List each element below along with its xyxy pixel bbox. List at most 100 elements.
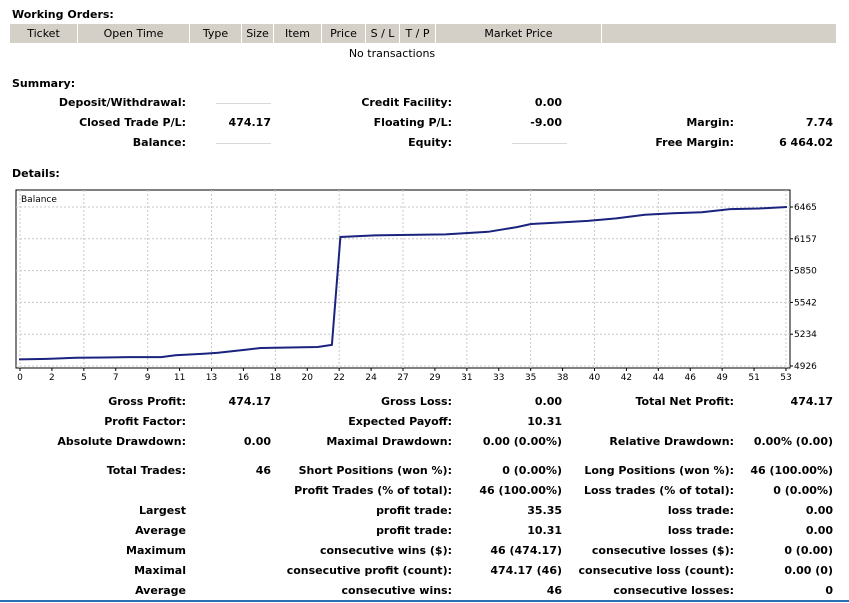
floating-pl-value: -9.00 xyxy=(530,116,562,129)
col-item[interactable]: Item xyxy=(274,24,322,43)
x-tick-label: 44 xyxy=(653,373,665,383)
col-tp[interactable]: T / P xyxy=(400,24,436,43)
y-tick-label: 5850 xyxy=(794,267,817,277)
profit-trades-label: Profit Trades (% of total): xyxy=(294,484,452,497)
x-tick-label: 53 xyxy=(780,373,791,383)
short-positions-label: Short Positions (won %): xyxy=(298,464,452,477)
x-tick-label: 46 xyxy=(685,373,697,383)
equity-label: Equity: xyxy=(408,136,452,149)
total-net-value: 474.17 xyxy=(790,395,833,408)
total-trades-value: 46 xyxy=(255,464,271,477)
x-tick-label: 40 xyxy=(589,373,601,383)
rel-drawdown-value: 0.00% (0.00) xyxy=(753,435,833,448)
y-tick-label: 6465 xyxy=(794,203,817,213)
max-cons-losses-label: consecutive losses ($): xyxy=(591,544,734,557)
avg-cons-losses-value: 0 xyxy=(825,584,833,597)
gross-profit-value: 474.17 xyxy=(228,395,271,408)
deposit-value xyxy=(216,103,271,104)
expected-payoff-label: Expected Payoff: xyxy=(348,415,452,428)
x-tick-label: 20 xyxy=(302,373,314,383)
balance-value xyxy=(216,143,271,144)
equity-value xyxy=(512,143,567,144)
chart-series-label: Balance xyxy=(21,195,57,205)
deposit-label: Deposit/Withdrawal: xyxy=(58,96,186,109)
x-tick-label: 29 xyxy=(429,373,441,383)
balance-chart: 6465 6157 5850 5542 5234 4926 0 2 5 7 9 11 13 16 18 20… xyxy=(15,189,817,383)
rel-drawdown-label: Relative Drawdown: xyxy=(609,435,734,448)
x-tick-label: 22 xyxy=(333,373,344,383)
col-market-price[interactable]: Market Price xyxy=(436,24,602,43)
gross-loss-value: 0.00 xyxy=(534,395,562,408)
gross-profit-label: Gross Profit: xyxy=(108,395,186,408)
maximal-profit-value: 474.17 (46) xyxy=(490,564,562,577)
long-positions-value: 46 (100.00%) xyxy=(750,464,833,477)
x-tick-label: 27 xyxy=(397,373,408,383)
average-loss-label: loss trade: xyxy=(667,524,734,537)
x-tick-label: 7 xyxy=(113,373,119,383)
x-tick-label: 35 xyxy=(525,373,536,383)
closed-pl-label: Closed Trade P/L: xyxy=(79,116,186,129)
maximal-label: Maximal xyxy=(134,564,186,577)
credit-label: Credit Facility: xyxy=(361,96,452,109)
x-tick-label: 16 xyxy=(238,373,250,383)
free-margin-label: Free Margin: xyxy=(655,136,734,149)
abs-drawdown-label: Absolute Drawdown: xyxy=(57,435,186,448)
total-net-label: Total Net Profit: xyxy=(635,395,735,408)
largest-label: Largest xyxy=(139,504,186,517)
profit-trades-value: 46 (100.00%) xyxy=(479,484,562,497)
average-label: Average xyxy=(135,524,186,537)
col-ticket[interactable]: Ticket xyxy=(10,24,78,43)
profit-factor-label: Profit Factor: xyxy=(104,415,186,428)
free-margin-value: 6 464.02 xyxy=(779,136,833,149)
balance-label: Balance: xyxy=(132,136,186,149)
largest-loss-value: 0.00 xyxy=(805,504,833,517)
largest-profit-label: profit trade: xyxy=(376,504,452,517)
long-positions-label: Long Positions (won %): xyxy=(584,464,734,477)
col-sl[interactable]: S / L xyxy=(366,24,400,43)
max-drawdown-value: 0.00 (0.00%) xyxy=(482,435,562,448)
x-tick-label: 9 xyxy=(145,373,151,383)
bottom-border xyxy=(0,600,849,602)
average-profit-label: profit trade: xyxy=(376,524,452,537)
details-title: Details: xyxy=(12,167,60,180)
total-trades-label: Total Trades: xyxy=(106,464,186,477)
x-tick-label: 24 xyxy=(365,373,377,383)
max-cons-wins-value: 46 (474.17) xyxy=(490,544,562,557)
maximum-label: Maximum xyxy=(126,544,186,557)
y-tick-label: 6157 xyxy=(794,235,817,245)
max-cons-wins-label: consecutive wins ($): xyxy=(319,544,452,557)
x-tick-label: 2 xyxy=(49,373,55,383)
x-tick-label: 0 xyxy=(17,373,23,383)
working-orders-title: Working Orders: xyxy=(12,8,114,21)
average-profit-value: 10.31 xyxy=(527,524,562,537)
x-tick-label: 13 xyxy=(206,373,217,383)
x-tick-label: 31 xyxy=(461,373,472,383)
y-tick-label: 5234 xyxy=(794,330,817,340)
col-price[interactable]: Price xyxy=(322,24,366,43)
avg-cons-losses-label: consecutive losses: xyxy=(613,584,734,597)
y-tick-label: 5542 xyxy=(794,298,817,308)
average2-label: Average xyxy=(135,584,186,597)
col-empty xyxy=(602,24,836,43)
loss-trades-label: Loss trades (% of total): xyxy=(583,484,734,497)
maximal-profit-label: consecutive profit (count): xyxy=(286,564,452,577)
expected-payoff-value: 10.31 xyxy=(527,415,562,428)
avg-cons-wins-label: consecutive wins: xyxy=(341,584,452,597)
x-tick-label: 49 xyxy=(716,373,728,383)
abs-drawdown-value: 0.00 xyxy=(243,435,271,448)
col-open-time[interactable]: Open Time xyxy=(78,24,190,43)
x-tick-label: 11 xyxy=(174,373,185,383)
largest-profit-value: 35.35 xyxy=(527,504,562,517)
balance-line xyxy=(18,206,788,361)
maximal-loss-label: consecutive loss (count): xyxy=(578,564,734,577)
gross-loss-label: Gross Loss: xyxy=(381,395,452,408)
orders-table-header: Ticket Open Time Type Size Item Price S … xyxy=(10,24,836,43)
largest-loss-label: loss trade: xyxy=(667,504,734,517)
x-tick-label: 51 xyxy=(748,373,759,383)
col-type[interactable]: Type xyxy=(190,24,242,43)
average-loss-value: 0.00 xyxy=(805,524,833,537)
col-size[interactable]: Size xyxy=(242,24,274,43)
floating-pl-label: Floating P/L: xyxy=(373,116,452,129)
avg-cons-wins-value: 46 xyxy=(546,584,562,597)
no-transactions-text: No transactions xyxy=(348,47,436,60)
